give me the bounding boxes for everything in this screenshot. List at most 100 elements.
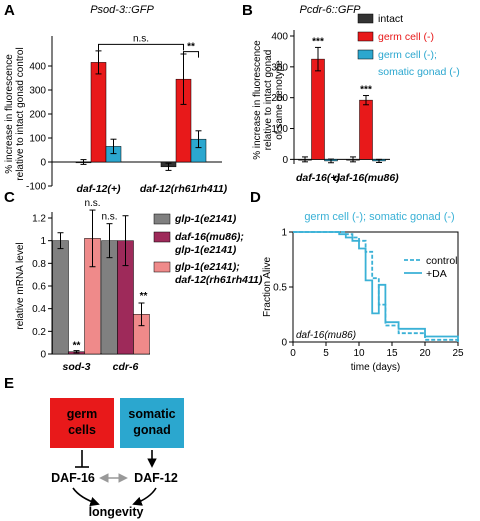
y-tick-label: 200 bbox=[271, 93, 288, 104]
y-axis-label: of same genotype bbox=[274, 60, 285, 140]
daf12-to-longevity-arrow bbox=[132, 487, 157, 506]
somatic-gonad-box bbox=[120, 398, 184, 448]
somatic-gonad-label-2: gonad bbox=[133, 423, 171, 437]
panel-label-e: E bbox=[4, 375, 14, 392]
x-tick-label: 25 bbox=[452, 348, 464, 359]
significance-bracket bbox=[98, 43, 184, 51]
survival-curve bbox=[293, 231, 459, 342]
legend-swatch bbox=[153, 261, 171, 273]
panel-label-b: B bbox=[242, 2, 253, 19]
y-tick-label: 0.4 bbox=[32, 304, 46, 315]
pathway-diagram: germ cells somatic gonad DAF-16 DAF-12 l… bbox=[50, 398, 184, 519]
y-tick-label: 1 bbox=[40, 236, 46, 247]
significance-label: n.s. bbox=[84, 198, 100, 209]
x-tick-label: 10 bbox=[353, 348, 365, 359]
panel-label-d: D bbox=[250, 189, 261, 206]
chart-title: Psod-3::GFP bbox=[90, 4, 154, 16]
x-tick-label: 5 bbox=[323, 348, 329, 359]
y-tick-label: 1.2 bbox=[32, 214, 46, 225]
legend-label: germ cell (-) bbox=[378, 31, 434, 43]
legend-label: intact bbox=[378, 13, 403, 25]
category-label: cdr-6 bbox=[113, 361, 139, 373]
legend-swatch bbox=[357, 49, 374, 60]
y-tick-label: 0 bbox=[281, 338, 287, 349]
y-axis-label: relative to intact gonad control bbox=[15, 47, 26, 180]
category-label: daf-16(+) bbox=[296, 172, 341, 184]
y-tick-label: 0.6 bbox=[32, 282, 46, 293]
y-axis-label: relative to intact gonad bbox=[263, 50, 274, 151]
chart-title: germ cell (-); somatic gonad (-) bbox=[304, 211, 454, 223]
panel-label-a: A bbox=[4, 2, 15, 19]
chart-d: germ cell (-); somatic gonad (-)0 5 10 15 20… bbox=[262, 211, 464, 373]
y-tick-label: 1 bbox=[281, 228, 287, 239]
y-tick-label: 100 bbox=[271, 124, 288, 135]
y-axis-label: relative mRNA level bbox=[15, 242, 26, 329]
y-tick-label: 0.5 bbox=[273, 283, 287, 294]
x-tick-label: 15 bbox=[386, 348, 398, 359]
somatic-gonad-label-1: somatic bbox=[128, 407, 175, 421]
y-tick-label: 100 bbox=[29, 134, 46, 145]
plot-annotation: daf-16(mu86) bbox=[296, 330, 356, 341]
significance-label: n.s. bbox=[101, 212, 117, 223]
legend-label: glp-1(e2141); bbox=[174, 261, 240, 273]
y-tick-label: 0 bbox=[40, 350, 46, 361]
y-tick-label: 200 bbox=[29, 110, 46, 121]
y-tick-label: 300 bbox=[29, 86, 46, 97]
chart-c: 0 0.2 0.4 0.6 0.8 1 1.2 sod-3 cdr-6 relative mRNA… bbox=[15, 198, 263, 373]
category-label: sod-3 bbox=[62, 361, 90, 373]
bar bbox=[52, 240, 69, 355]
x-tick-label: 0 bbox=[290, 348, 296, 359]
y-tick-label: 0.8 bbox=[32, 259, 46, 270]
x-tick-label: 20 bbox=[419, 348, 431, 359]
category-label: daf-12(+) bbox=[76, 183, 121, 195]
legend-label: daf-16(mu86); bbox=[175, 231, 244, 243]
plot-frame bbox=[292, 231, 459, 343]
y-tick-label: 400 bbox=[29, 62, 46, 73]
legend-label: glp-1(e2141) bbox=[174, 244, 237, 256]
germ-cells-label-2: cells bbox=[68, 423, 96, 437]
legend-label: somatic gonad (-) bbox=[378, 66, 460, 78]
y-tick-label: 0 bbox=[282, 155, 288, 166]
legend-swatch bbox=[357, 13, 374, 24]
x-axis-label: time (days) bbox=[351, 362, 400, 373]
category-label: daf-12(rh61rh411) bbox=[140, 183, 228, 195]
daf16-label: DAF-16 bbox=[51, 471, 95, 485]
bar bbox=[90, 62, 107, 163]
y-tick-label: 400 bbox=[271, 32, 288, 43]
legend-swatch bbox=[153, 231, 171, 243]
significance-label: ** bbox=[187, 42, 195, 53]
legend-label: germ cell (-); bbox=[378, 49, 437, 61]
daf12-label: DAF-12 bbox=[134, 471, 178, 485]
y-axis-label: Fraction Alive bbox=[262, 257, 273, 317]
survival-curve bbox=[293, 231, 459, 342]
y-tick-label: -100 bbox=[26, 182, 46, 193]
legend-label: +DA bbox=[426, 268, 447, 280]
significance-label: n.s. bbox=[133, 33, 149, 44]
y-tick-label: 300 bbox=[271, 62, 288, 73]
significance-bracket bbox=[183, 51, 199, 58]
category-label: daf-16(mu86) bbox=[333, 172, 399, 184]
legend-label: daf-12(rh61rh411) bbox=[175, 274, 263, 286]
y-tick-label: 0.2 bbox=[32, 327, 46, 338]
y-tick-label: 0 bbox=[40, 158, 46, 169]
significance-label: *** bbox=[312, 36, 324, 47]
significance-label: *** bbox=[360, 85, 372, 96]
y-axis-label: % increase in fluorescence bbox=[4, 54, 15, 174]
legend-label: control bbox=[426, 255, 458, 267]
significance-label: ** bbox=[73, 340, 81, 351]
legend-swatch bbox=[357, 31, 374, 42]
significance-label: ** bbox=[140, 291, 148, 302]
germ-cells-label-1: germ bbox=[67, 407, 98, 421]
daf16-to-longevity-arrow bbox=[72, 487, 100, 507]
germ-cells-box bbox=[50, 398, 114, 448]
legend-label: glp-1(e2141) bbox=[174, 213, 237, 225]
y-axis-label: % increase in fluorescence bbox=[252, 40, 263, 160]
bar bbox=[359, 99, 373, 160]
chart-title: Pcdr-6::GFP bbox=[300, 4, 362, 16]
panel-label-c: C bbox=[4, 189, 15, 206]
legend-swatch bbox=[153, 213, 171, 225]
bar bbox=[311, 58, 325, 160]
